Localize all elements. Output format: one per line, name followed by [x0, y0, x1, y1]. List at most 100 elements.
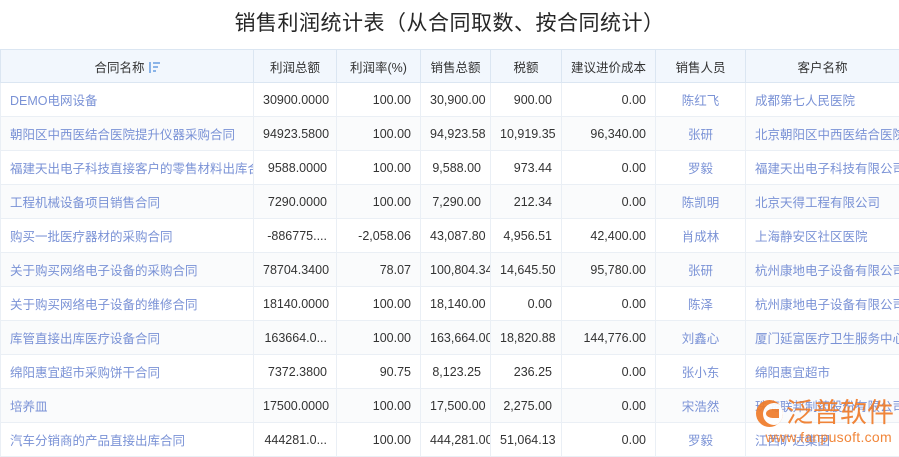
cell-profit-total: 7290.0000 — [254, 185, 337, 219]
column-header-contract-name[interactable]: 合同名称 — [1, 50, 254, 83]
cell-contract-name: 绵阳惠宜超市采购饼干合同 — [1, 355, 254, 389]
column-header-customer-name[interactable]: 客户名称 — [746, 50, 899, 83]
cell-contract-name: 汽车分销商的产品直接出库合同 — [1, 423, 254, 457]
cell-customer-name: 厦门延富医疗卫生服务中心 — [746, 321, 899, 355]
cell-salesperson: 肖成林 — [656, 219, 746, 253]
cell-profit-total: 30900.0000 — [254, 83, 337, 117]
cell-suggested-cost: 0.00 — [562, 83, 656, 117]
cell-suggested-cost: 42,400.00 — [562, 219, 656, 253]
cell-sales-total: 43,087.80 — [421, 219, 491, 253]
cell-sales-total: 444,281.00 — [421, 423, 491, 457]
cell-profit-total: 9588.0000 — [254, 151, 337, 185]
cell-profit-rate: 100.00 — [337, 423, 421, 457]
cell-suggested-cost: 0.00 — [562, 151, 656, 185]
cell-sales-total: 30,900.00 — [421, 83, 491, 117]
cell-contract-name: 朝阳区中西医结合医院提升仪器采购合同 — [1, 117, 254, 151]
table-header: 合同名称 利润总额 利润率(%) 销售总额 税额 建议进价成本 销售人员 客户名… — [1, 50, 899, 83]
cell-profit-rate: 100.00 — [337, 389, 421, 423]
cell-suggested-cost: 0.00 — [562, 355, 656, 389]
cell-customer-name: 北京天得工程有限公司 — [746, 185, 899, 219]
cell-tax-amount: 10,919.35 — [491, 117, 562, 151]
cell-contract-name: 购买一批医疗器材的采购合同 — [1, 219, 254, 253]
cell-sales-total: 18,140.00 — [421, 287, 491, 321]
cell-tax-amount: 900.00 — [491, 83, 562, 117]
cell-salesperson: 罗毅 — [656, 151, 746, 185]
cell-salesperson: 陈泽 — [656, 287, 746, 321]
cell-profit-total: 163664.0... — [254, 321, 337, 355]
cell-tax-amount: 212.34 — [491, 185, 562, 219]
column-header-suggested-cost[interactable]: 建议进价成本 — [562, 50, 656, 83]
cell-customer-name: 珠海联邦制药股份有限公司 — [746, 389, 899, 423]
cell-salesperson: 张小东 — [656, 355, 746, 389]
header-row: 合同名称 利润总额 利润率(%) 销售总额 税额 建议进价成本 销售人员 客户名… — [1, 50, 899, 83]
cell-contract-name: 关于购买网络电子设备的采购合同 — [1, 253, 254, 287]
cell-sales-total: 94,923.58 — [421, 117, 491, 151]
sort-ascending-icon[interactable] — [149, 62, 160, 73]
cell-profit-total: 17500.0000 — [254, 389, 337, 423]
cell-suggested-cost: 0.00 — [562, 423, 656, 457]
cell-contract-name: 培养皿 — [1, 389, 254, 423]
cell-customer-name: 福建天出电子科技有限公司 — [746, 151, 899, 185]
cell-contract-name: 库管直接出库医疗设备合同 — [1, 321, 254, 355]
report-table-container: 合同名称 利润总额 利润率(%) 销售总额 税额 建议进价成本 销售人员 客户名… — [0, 49, 899, 457]
cell-profit-total: -886775.... — [254, 219, 337, 253]
cell-customer-name: 北京朝阳区中西医结合医院 — [746, 117, 899, 151]
cell-sales-total: 163,664.00 — [421, 321, 491, 355]
column-header-profit-rate[interactable]: 利润率(%) — [337, 50, 421, 83]
cell-suggested-cost: 0.00 — [562, 287, 656, 321]
cell-customer-name: 绵阳惠宜超市 — [746, 355, 899, 389]
cell-suggested-cost: 0.00 — [562, 389, 656, 423]
cell-profit-rate: 100.00 — [337, 287, 421, 321]
cell-customer-name: 杭州康地电子设备有限公司 — [746, 253, 899, 287]
cell-customer-name: 成都第七人民医院 — [746, 83, 899, 117]
column-header-profit-total[interactable]: 利润总额 — [254, 50, 337, 83]
cell-profit-total: 78704.3400 — [254, 253, 337, 287]
cell-customer-name: 上海静安区社区医院 — [746, 219, 899, 253]
cell-profit-rate: -2,058.06 — [337, 219, 421, 253]
cell-tax-amount: 0.00 — [491, 287, 562, 321]
cell-tax-amount: 51,064.13 — [491, 423, 562, 457]
cell-profit-rate: 78.07 — [337, 253, 421, 287]
cell-profit-rate: 100.00 — [337, 117, 421, 151]
cell-salesperson: 张研 — [656, 117, 746, 151]
cell-suggested-cost: 144,776.00 — [562, 321, 656, 355]
cell-sales-total: 8,123.25 — [421, 355, 491, 389]
cell-salesperson: 陈红飞 — [656, 83, 746, 117]
cell-tax-amount: 4,956.51 — [491, 219, 562, 253]
cell-profit-rate: 100.00 — [337, 321, 421, 355]
page-title: 销售利润统计表（从合同取数、按合同统计） — [0, 0, 899, 49]
column-header-salesperson[interactable]: 销售人员 — [656, 50, 746, 83]
cell-salesperson: 宋浩然 — [656, 389, 746, 423]
column-header-label: 合同名称 — [94, 61, 144, 75]
cell-profit-rate: 100.00 — [337, 151, 421, 185]
cell-profit-total: 18140.0000 — [254, 287, 337, 321]
cell-contract-name: 关于购买网络电子设备的维修合同 — [1, 287, 254, 321]
cell-contract-name: 工程机械设备项目销售合同 — [1, 185, 254, 219]
cell-salesperson: 罗毅 — [656, 423, 746, 457]
cell-tax-amount: 14,645.50 — [491, 253, 562, 287]
cell-suggested-cost: 0.00 — [562, 185, 656, 219]
cell-profit-rate: 100.00 — [337, 185, 421, 219]
cell-salesperson: 刘鑫心 — [656, 321, 746, 355]
cell-profit-rate: 100.00 — [337, 83, 421, 117]
cell-profit-total: 94923.5800 — [254, 117, 337, 151]
cell-contract-name: DEMO电网设备 — [1, 83, 254, 117]
cell-contract-name: 福建天出电子科技直接客户的零售材料出库合同 — [1, 151, 254, 185]
column-header-tax-amount[interactable]: 税额 — [491, 50, 562, 83]
cell-profit-rate: 90.75 — [337, 355, 421, 389]
column-header-sales-total[interactable]: 销售总额 — [421, 50, 491, 83]
cell-suggested-cost: 96,340.00 — [562, 117, 656, 151]
cell-sales-total: 17,500.00 — [421, 389, 491, 423]
